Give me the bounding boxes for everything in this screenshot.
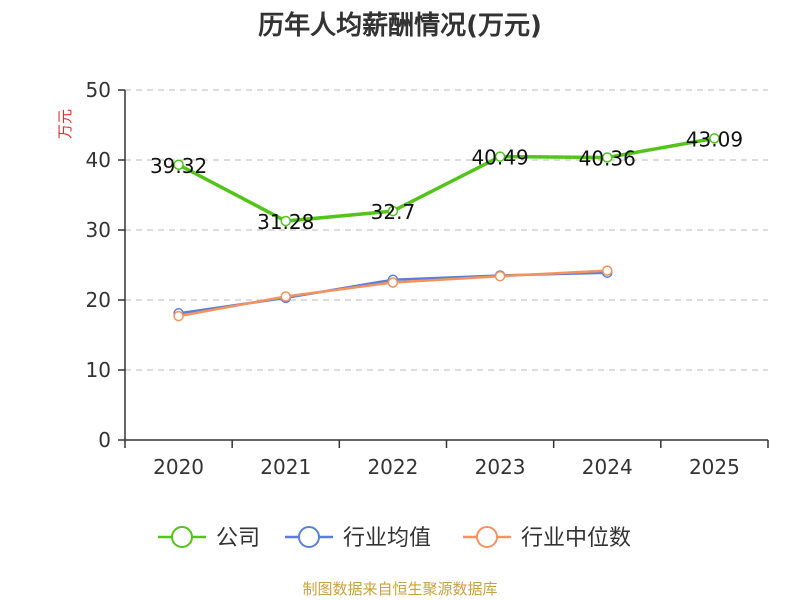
series-1 [173, 267, 613, 319]
legend-label: 行业均值 [343, 526, 431, 551]
y-tick-label: 30 [86, 218, 111, 242]
y-tick-label: 10 [86, 358, 111, 382]
x-tick-label: 2023 [475, 455, 526, 479]
y-axis-ticks: 0 10 20 30 40 50 [86, 78, 125, 452]
data-point [494, 151, 506, 162]
grid-lines [125, 89, 768, 371]
series-0 [173, 133, 720, 227]
data-point [173, 159, 184, 171]
legend-label: 公司 [216, 526, 260, 551]
data-point [494, 270, 506, 282]
x-tick-label: 2021 [260, 455, 311, 479]
legend-item-1: 行业均值 [285, 526, 431, 551]
data-point [709, 133, 720, 144]
series-lines [173, 133, 720, 322]
data-label: 31.28 [257, 210, 314, 234]
x-axis-ticks: 2020 2021 2022 2023 2024 2025 [124, 440, 769, 479]
data-label: 43.09 [686, 127, 743, 151]
data-point [387, 205, 399, 217]
series-2 [173, 265, 613, 322]
y-tick-label: 20 [86, 288, 111, 312]
legend-item-0: 公司 [158, 526, 260, 551]
y-axis-label: 万元 [56, 109, 74, 139]
series-line [177, 136, 715, 223]
legend-item-2: 行业中位数 [463, 526, 631, 551]
x-tick-label: 2020 [153, 455, 204, 479]
chart-title: 历年人均薪酬情况(万元) [258, 10, 542, 41]
legend-label: 行业中位数 [521, 526, 631, 551]
legend-marker [476, 526, 498, 548]
x-tick-label: 2022 [367, 455, 418, 479]
legend-marker [298, 526, 320, 548]
y-tick-label: 50 [86, 78, 111, 102]
data-label: 39.32 [150, 154, 207, 178]
data-labels: 39.32 31.28 32.7 40.49 40.36 43.09 [150, 127, 743, 234]
data-label: 40.36 [579, 146, 636, 170]
y-tick-label: 0 [98, 428, 111, 452]
data-label: 40.49 [471, 146, 528, 170]
data-point [602, 265, 613, 276]
data-point [173, 310, 184, 322]
data-label: 32.7 [371, 200, 416, 224]
legend-marker [171, 526, 193, 548]
y-tick-label: 40 [86, 148, 111, 172]
legend: 公司 行业均值 行业中位数 [158, 526, 631, 551]
data-point [602, 152, 613, 163]
data-point [280, 215, 291, 227]
data-point [280, 291, 291, 302]
axes [124, 90, 768, 441]
source-note: 制图数据来自恒生聚源数据库 [302, 580, 497, 598]
x-tick-label: 2025 [689, 455, 740, 479]
x-tick-label: 2024 [582, 455, 633, 479]
data-point [387, 277, 399, 288]
